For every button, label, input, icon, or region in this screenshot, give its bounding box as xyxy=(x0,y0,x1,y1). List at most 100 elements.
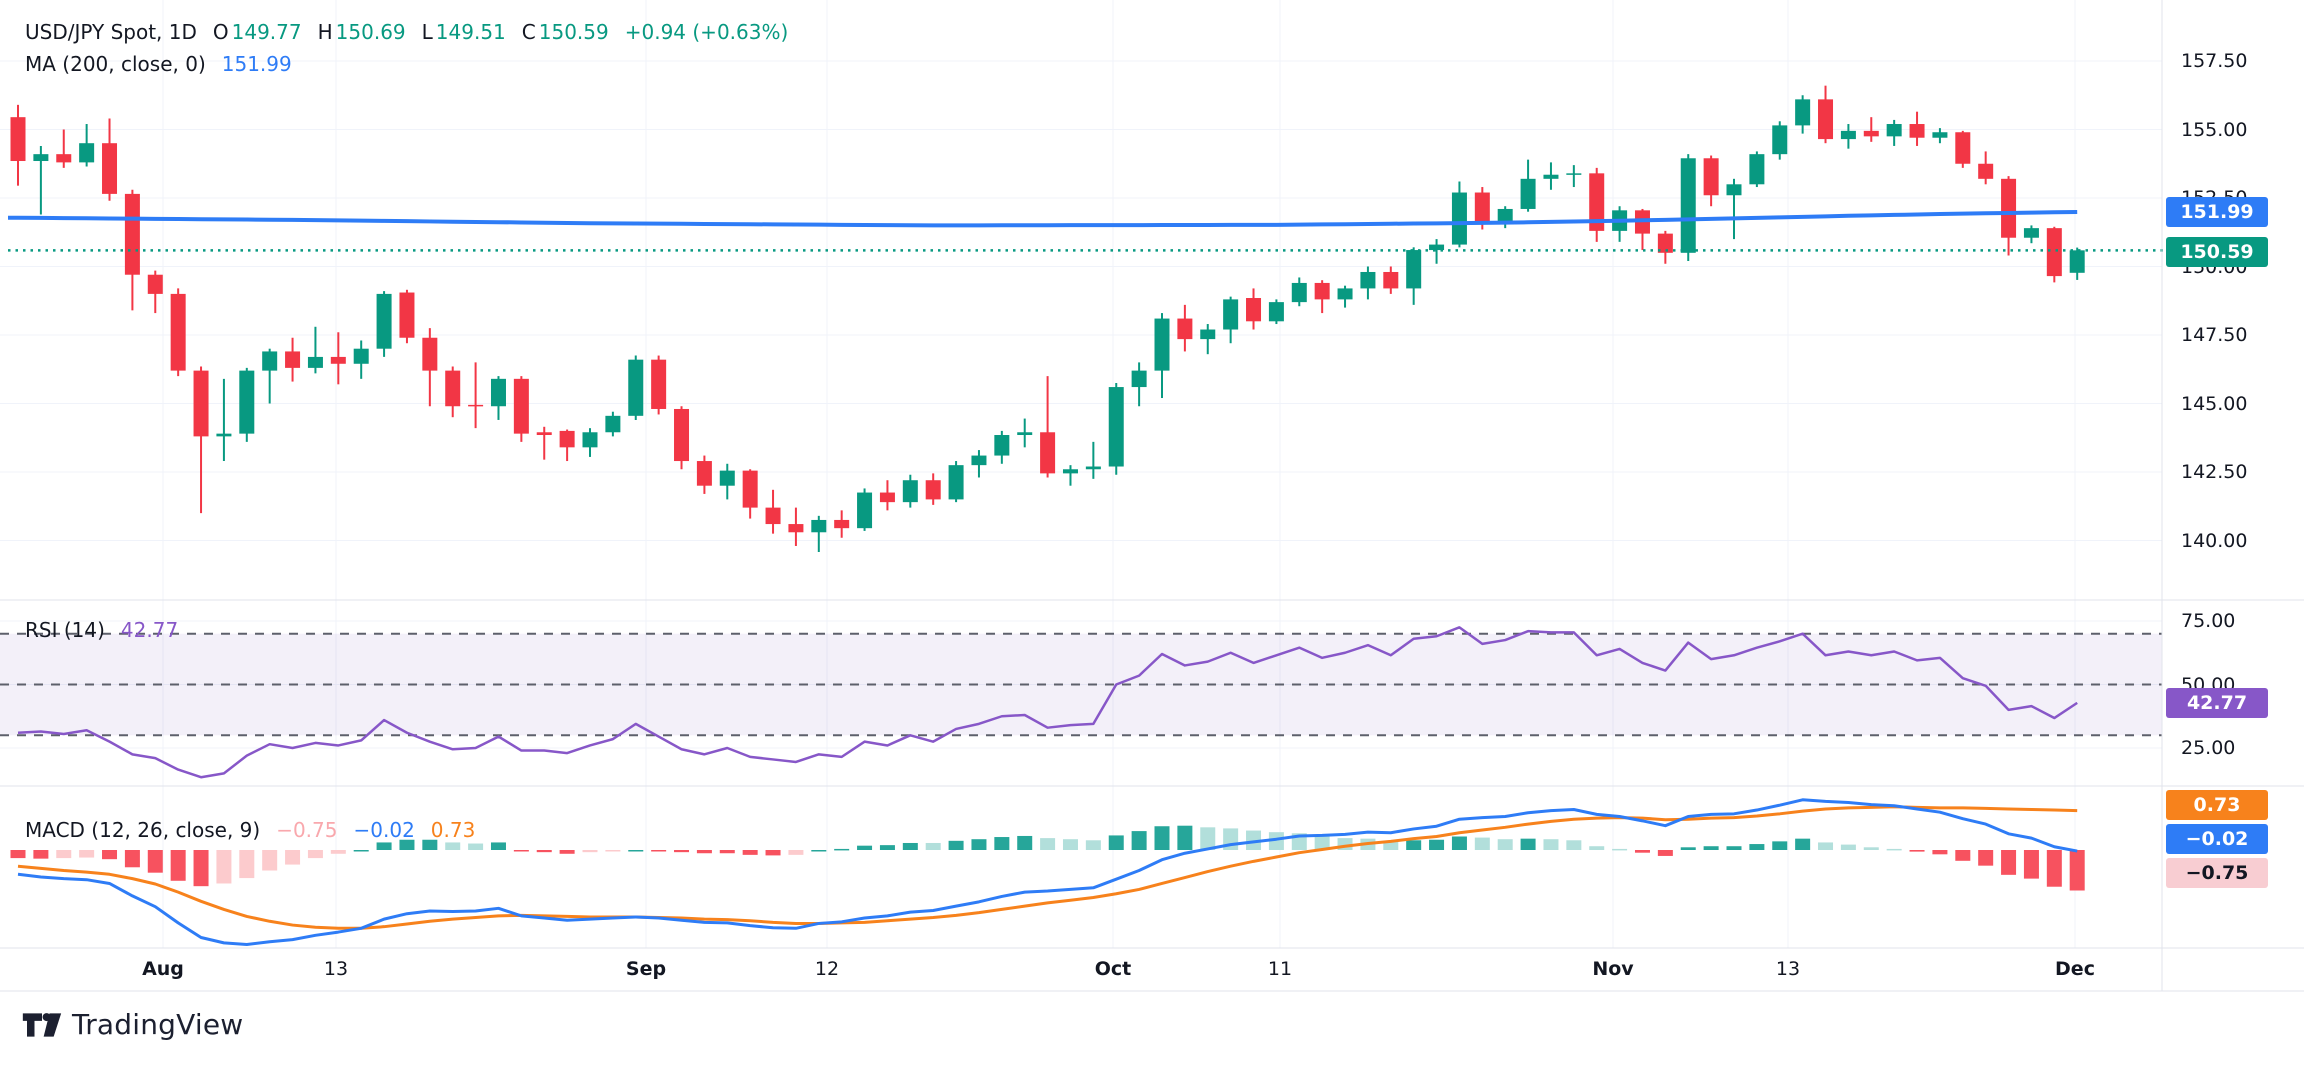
candle-body xyxy=(1978,163,1994,179)
macd-hist-bar xyxy=(422,839,438,850)
macd-hist-bar xyxy=(2046,850,2062,887)
candle-body xyxy=(788,524,804,533)
last-price-badge: 150.59 xyxy=(2166,237,2268,267)
time-tick-label: 13 xyxy=(1775,958,1801,980)
macd-hist-badge: −0.75 xyxy=(2166,858,2268,888)
candle-body xyxy=(948,465,964,500)
macd-hist-bar xyxy=(1314,835,1330,850)
time-tick-label: Oct xyxy=(1094,958,1132,980)
candle-body xyxy=(216,433,232,437)
macd-hist-bar xyxy=(1795,838,1811,850)
macd-label: MACD (12, 26, close, 9) xyxy=(25,818,261,842)
macd-hist-bar xyxy=(696,850,712,854)
macd-hist-bar xyxy=(1474,837,1490,850)
macd-hist-bar xyxy=(651,850,667,852)
rsi-line xyxy=(17,626,2078,779)
macd-hist-bar xyxy=(376,842,392,850)
macd-hist-bar xyxy=(1886,848,1902,851)
macd-hist-bar xyxy=(239,850,255,879)
macd-hist-bar xyxy=(33,850,49,859)
candle-body xyxy=(1703,158,1719,196)
macd-hist-bar xyxy=(1589,846,1605,850)
candle-body xyxy=(490,378,506,407)
price-tick-label: 140.00 xyxy=(2181,529,2248,552)
candle-body xyxy=(1154,318,1170,371)
candle-body xyxy=(559,430,575,448)
tradingview-logo[interactable]: TradingView xyxy=(22,1008,243,1041)
candle-body xyxy=(1291,282,1307,303)
macd-hist-bar xyxy=(1909,850,1925,852)
candle-body xyxy=(1680,158,1696,253)
macd-hist-bar xyxy=(1154,826,1170,850)
macd-legend[interactable]: MACD (12, 26, close, 9) −0.75 −0.02 0.73 xyxy=(25,818,475,842)
macd-hist-bar xyxy=(605,850,621,852)
low-value: L 149.51 xyxy=(421,20,506,44)
candle-body xyxy=(925,480,941,500)
macd-hist-bar xyxy=(1932,850,1948,855)
candle-body xyxy=(193,370,209,437)
macd-hist-bar xyxy=(1703,846,1719,850)
candle-body xyxy=(330,356,346,364)
macd-hist-bar xyxy=(124,850,140,868)
macd-hist-bar xyxy=(513,850,529,852)
candle-body xyxy=(124,193,140,275)
time-tick-label: Aug xyxy=(142,958,184,980)
candle-body xyxy=(1451,192,1467,245)
macd-hist-bar xyxy=(468,843,484,850)
macd-hist-bar xyxy=(1085,840,1101,850)
candle-body xyxy=(536,432,552,436)
open-value: O 149.77 xyxy=(212,20,302,44)
macd-hist-bar xyxy=(834,848,850,851)
candle-body xyxy=(1497,208,1513,223)
candle-body xyxy=(513,378,529,434)
candle-body xyxy=(399,292,415,338)
macd-hist-bar xyxy=(1177,825,1193,850)
macd-hist-bar xyxy=(2023,850,2039,879)
macd-hist-bar xyxy=(307,850,323,859)
candle-body xyxy=(79,143,95,163)
candle-body xyxy=(582,432,598,448)
macd-hist-bar xyxy=(102,850,118,860)
candle-body xyxy=(1040,432,1056,474)
candle-body xyxy=(33,154,49,162)
macd-hist-bar xyxy=(1566,840,1582,850)
macd-hist-bar xyxy=(1268,832,1284,850)
macd-hist-bar xyxy=(1131,831,1147,850)
candle-body xyxy=(1840,130,1856,140)
price-tick-label: 142.50 xyxy=(2181,461,2248,483)
time-tick-label: Nov xyxy=(1592,958,1634,980)
candle-body xyxy=(468,404,484,407)
symbol-legend[interactable]: USD/JPY Spot, 1D O 149.77 H 150.69 L 149.51… xyxy=(25,20,788,44)
candle-body xyxy=(1749,154,1765,185)
macd-hist-bar xyxy=(79,850,95,858)
candle-body xyxy=(102,143,118,194)
macd-hist-bar xyxy=(490,842,506,850)
ma-legend[interactable]: MA (200, close, 0) 151.99 xyxy=(25,52,292,76)
macd-hist-value: −0.75 xyxy=(276,818,338,842)
macd-hist-bar xyxy=(1497,839,1513,850)
macd-hist-bar xyxy=(1612,848,1628,851)
candle-body xyxy=(1131,370,1147,388)
candle-body xyxy=(1909,124,1925,138)
macd-hist-bar xyxy=(788,850,804,855)
macd-hist-bar xyxy=(857,845,873,850)
candle-body xyxy=(1566,173,1582,175)
time-tick-label: 11 xyxy=(1267,958,1293,980)
candle-body xyxy=(1268,302,1284,322)
candle-body xyxy=(902,480,918,503)
rsi-legend[interactable]: RSI (14) 42.77 xyxy=(25,618,178,642)
macd-hist-bar xyxy=(1040,838,1056,850)
candle-body xyxy=(445,370,461,407)
macd-hist-bar xyxy=(902,842,918,850)
macd-hist-bar xyxy=(1840,844,1856,850)
candle-body xyxy=(307,356,323,368)
candle-body xyxy=(285,351,301,368)
macd-hist-bar xyxy=(1863,847,1879,850)
ma-price-badge: 151.99 xyxy=(2166,197,2268,227)
time-tick-label: Dec xyxy=(2055,958,2095,980)
candle-body xyxy=(971,455,987,466)
candle-body xyxy=(1772,125,1788,155)
macd-hist-bar xyxy=(628,850,644,852)
candle-body xyxy=(719,470,735,486)
